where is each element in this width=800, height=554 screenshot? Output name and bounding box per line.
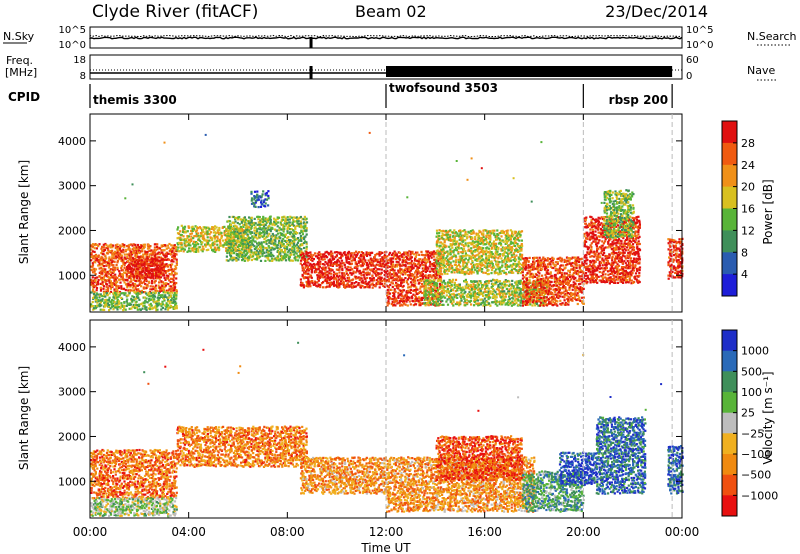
colorbar-swatch xyxy=(722,121,737,144)
freq-tick-top: 18 xyxy=(73,55,86,66)
noise-right-tick-bottom: 10^0 xyxy=(686,40,713,51)
noise-right-label: N.Search xyxy=(747,30,797,43)
noise-left-tick-top: 10^5 xyxy=(59,25,86,36)
colorbar-tick-label: 25 xyxy=(741,407,755,420)
colorbar-swatch xyxy=(722,412,737,434)
y-tick-label: 2000 xyxy=(58,430,86,443)
velocity-colorbar-label: Velocity [m s⁻¹] xyxy=(761,371,775,464)
y-tick-label: 3000 xyxy=(58,386,86,399)
colorbar-swatch xyxy=(722,142,737,166)
noise-spike xyxy=(309,37,313,48)
nsearch-line xyxy=(89,34,682,38)
colorbar-tick-label: 500 xyxy=(741,365,762,378)
colorbar-tick-label: 28 xyxy=(741,137,755,150)
x-tick-label: 12:00 xyxy=(369,525,404,539)
colorbar-tick-label: −25 xyxy=(741,427,764,440)
cpid-label: CPID xyxy=(8,90,40,104)
power-panel: 1000 2000 3000 4000 xyxy=(58,113,684,313)
cpid-segment-label: twofsound 3503 xyxy=(389,81,498,95)
nsky-line xyxy=(89,36,683,40)
colorbar-frame xyxy=(721,329,738,517)
noise-trace xyxy=(89,34,683,48)
power-colorbar: 28 24 20 16 12 8 4 xyxy=(721,120,755,297)
colorbar-tick-label: −1000 xyxy=(741,489,778,502)
y-tick-label: 4000 xyxy=(58,135,86,148)
beam-title: Beam 02 xyxy=(355,2,427,21)
colorbar-swatch xyxy=(722,474,737,496)
x-tick-label: 20:00 xyxy=(566,525,601,539)
freq-label-1: Freq. xyxy=(6,54,33,67)
cpid-segment-label: themis 3300 xyxy=(93,93,177,107)
x-tick-label: 00:00 xyxy=(665,525,700,539)
freq-trace xyxy=(90,66,682,79)
x-tick-label: 04:00 xyxy=(171,525,206,539)
colorbar-swatch xyxy=(722,371,737,393)
colorbar-tick-label: 100 xyxy=(741,386,762,399)
freq-spike xyxy=(309,66,313,79)
x-tick-label: 00:00 xyxy=(73,525,108,539)
colorbar-swatch xyxy=(722,164,737,188)
colorbar-tick-label: −500 xyxy=(741,469,771,482)
colorbar-tick-label: 8 xyxy=(741,246,748,259)
velocity-y-label: Slant Range [km] xyxy=(17,366,31,470)
colorbar-swatch xyxy=(722,208,737,231)
colorbar-swatch xyxy=(722,392,737,414)
cpid-segment-label: rbsp 200 xyxy=(609,93,668,107)
date-title: 23/Dec/2014 xyxy=(605,2,708,21)
colorbar-swatch xyxy=(722,454,737,476)
velocity-colorbar: 1000 500 100 25 −25 −100 −500 −1000 xyxy=(721,329,778,517)
freq-label-2: [MHz] xyxy=(5,66,37,79)
colorbar-tick-label: 20 xyxy=(741,181,755,194)
heatmap-cells xyxy=(90,341,684,518)
colorbar-swatch xyxy=(722,274,737,297)
nave-label: Nave xyxy=(747,64,775,77)
y-tick-label: 1000 xyxy=(58,269,86,282)
colorbar-swatch xyxy=(722,186,737,209)
colorbar-tick-label: 24 xyxy=(741,159,755,172)
x-axis-label: Time UT xyxy=(360,541,411,554)
x-tick-label: 08:00 xyxy=(270,525,305,539)
colorbar-swatch xyxy=(722,330,737,352)
y-tick-label: 1000 xyxy=(58,475,86,488)
colorbar-tick-label: 12 xyxy=(741,224,755,237)
freq-tick-bottom: 8 xyxy=(80,71,86,82)
colorbar-tick-label: −100 xyxy=(741,448,771,461)
heatmap-cells xyxy=(90,131,684,312)
noise-right-tick-top: 10^5 xyxy=(686,25,713,36)
colorbar-swatch xyxy=(722,350,737,372)
nave-tick-top: 60 xyxy=(686,55,699,66)
station-title: Clyde River (fitACF) xyxy=(92,2,258,22)
cpid-row: themis 3300 twofsound 3503 rbsp 200 xyxy=(89,81,673,108)
power-y-label: Slant Range [km] xyxy=(17,160,31,264)
y-tick-label: 4000 xyxy=(58,341,86,354)
colorbar-tick-label: 1000 xyxy=(741,345,769,358)
velocity-panel: 1000 2000 3000 4000 xyxy=(58,319,684,519)
freq-panel xyxy=(89,54,683,80)
colorbar-swatch xyxy=(722,252,737,275)
colorbar-swatch xyxy=(722,230,737,253)
colorbar-tick-label: 16 xyxy=(741,203,755,216)
power-colorbar-label: Power [dB] xyxy=(761,179,775,244)
colorbar-tick-label: 4 xyxy=(741,268,748,281)
colorbar-swatch xyxy=(722,495,737,517)
noise-left-label: N.Sky xyxy=(3,30,35,43)
y-tick-label: 2000 xyxy=(58,224,86,237)
noise-left-tick-bottom: 10^0 xyxy=(59,40,86,51)
colorbar-swatch xyxy=(722,433,737,455)
y-tick-label: 3000 xyxy=(58,180,86,193)
x-tick-label: 16:00 xyxy=(467,525,502,539)
nave-tick-bottom: 0 xyxy=(686,71,692,82)
freq-dense-block xyxy=(386,66,673,77)
